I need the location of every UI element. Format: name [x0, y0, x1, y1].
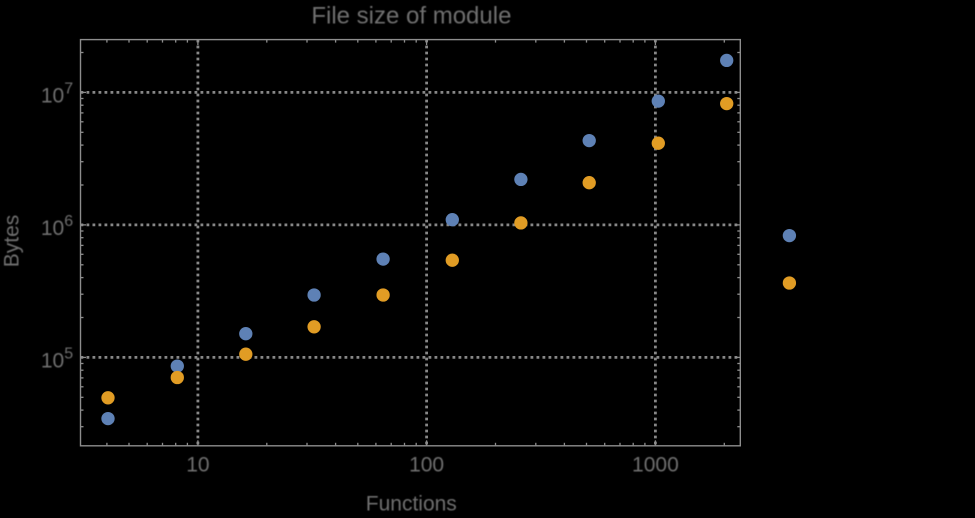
svg-text:5: 5 [64, 346, 73, 363]
svg-text:10: 10 [41, 85, 64, 108]
svg-text:10: 10 [41, 350, 64, 373]
svg-text:6: 6 [64, 213, 73, 230]
svg-text:Functions: Functions [366, 492, 457, 513]
svg-text:1000: 1000 [632, 453, 679, 476]
svg-text:100: 100 [409, 453, 444, 476]
svg-text:7: 7 [64, 81, 73, 98]
svg-text:Bytes: Bytes [1, 215, 24, 268]
svg-text:10: 10 [186, 453, 209, 476]
svg-text:10: 10 [41, 217, 64, 240]
svg-text:File size of module: File size of module [311, 3, 511, 30]
